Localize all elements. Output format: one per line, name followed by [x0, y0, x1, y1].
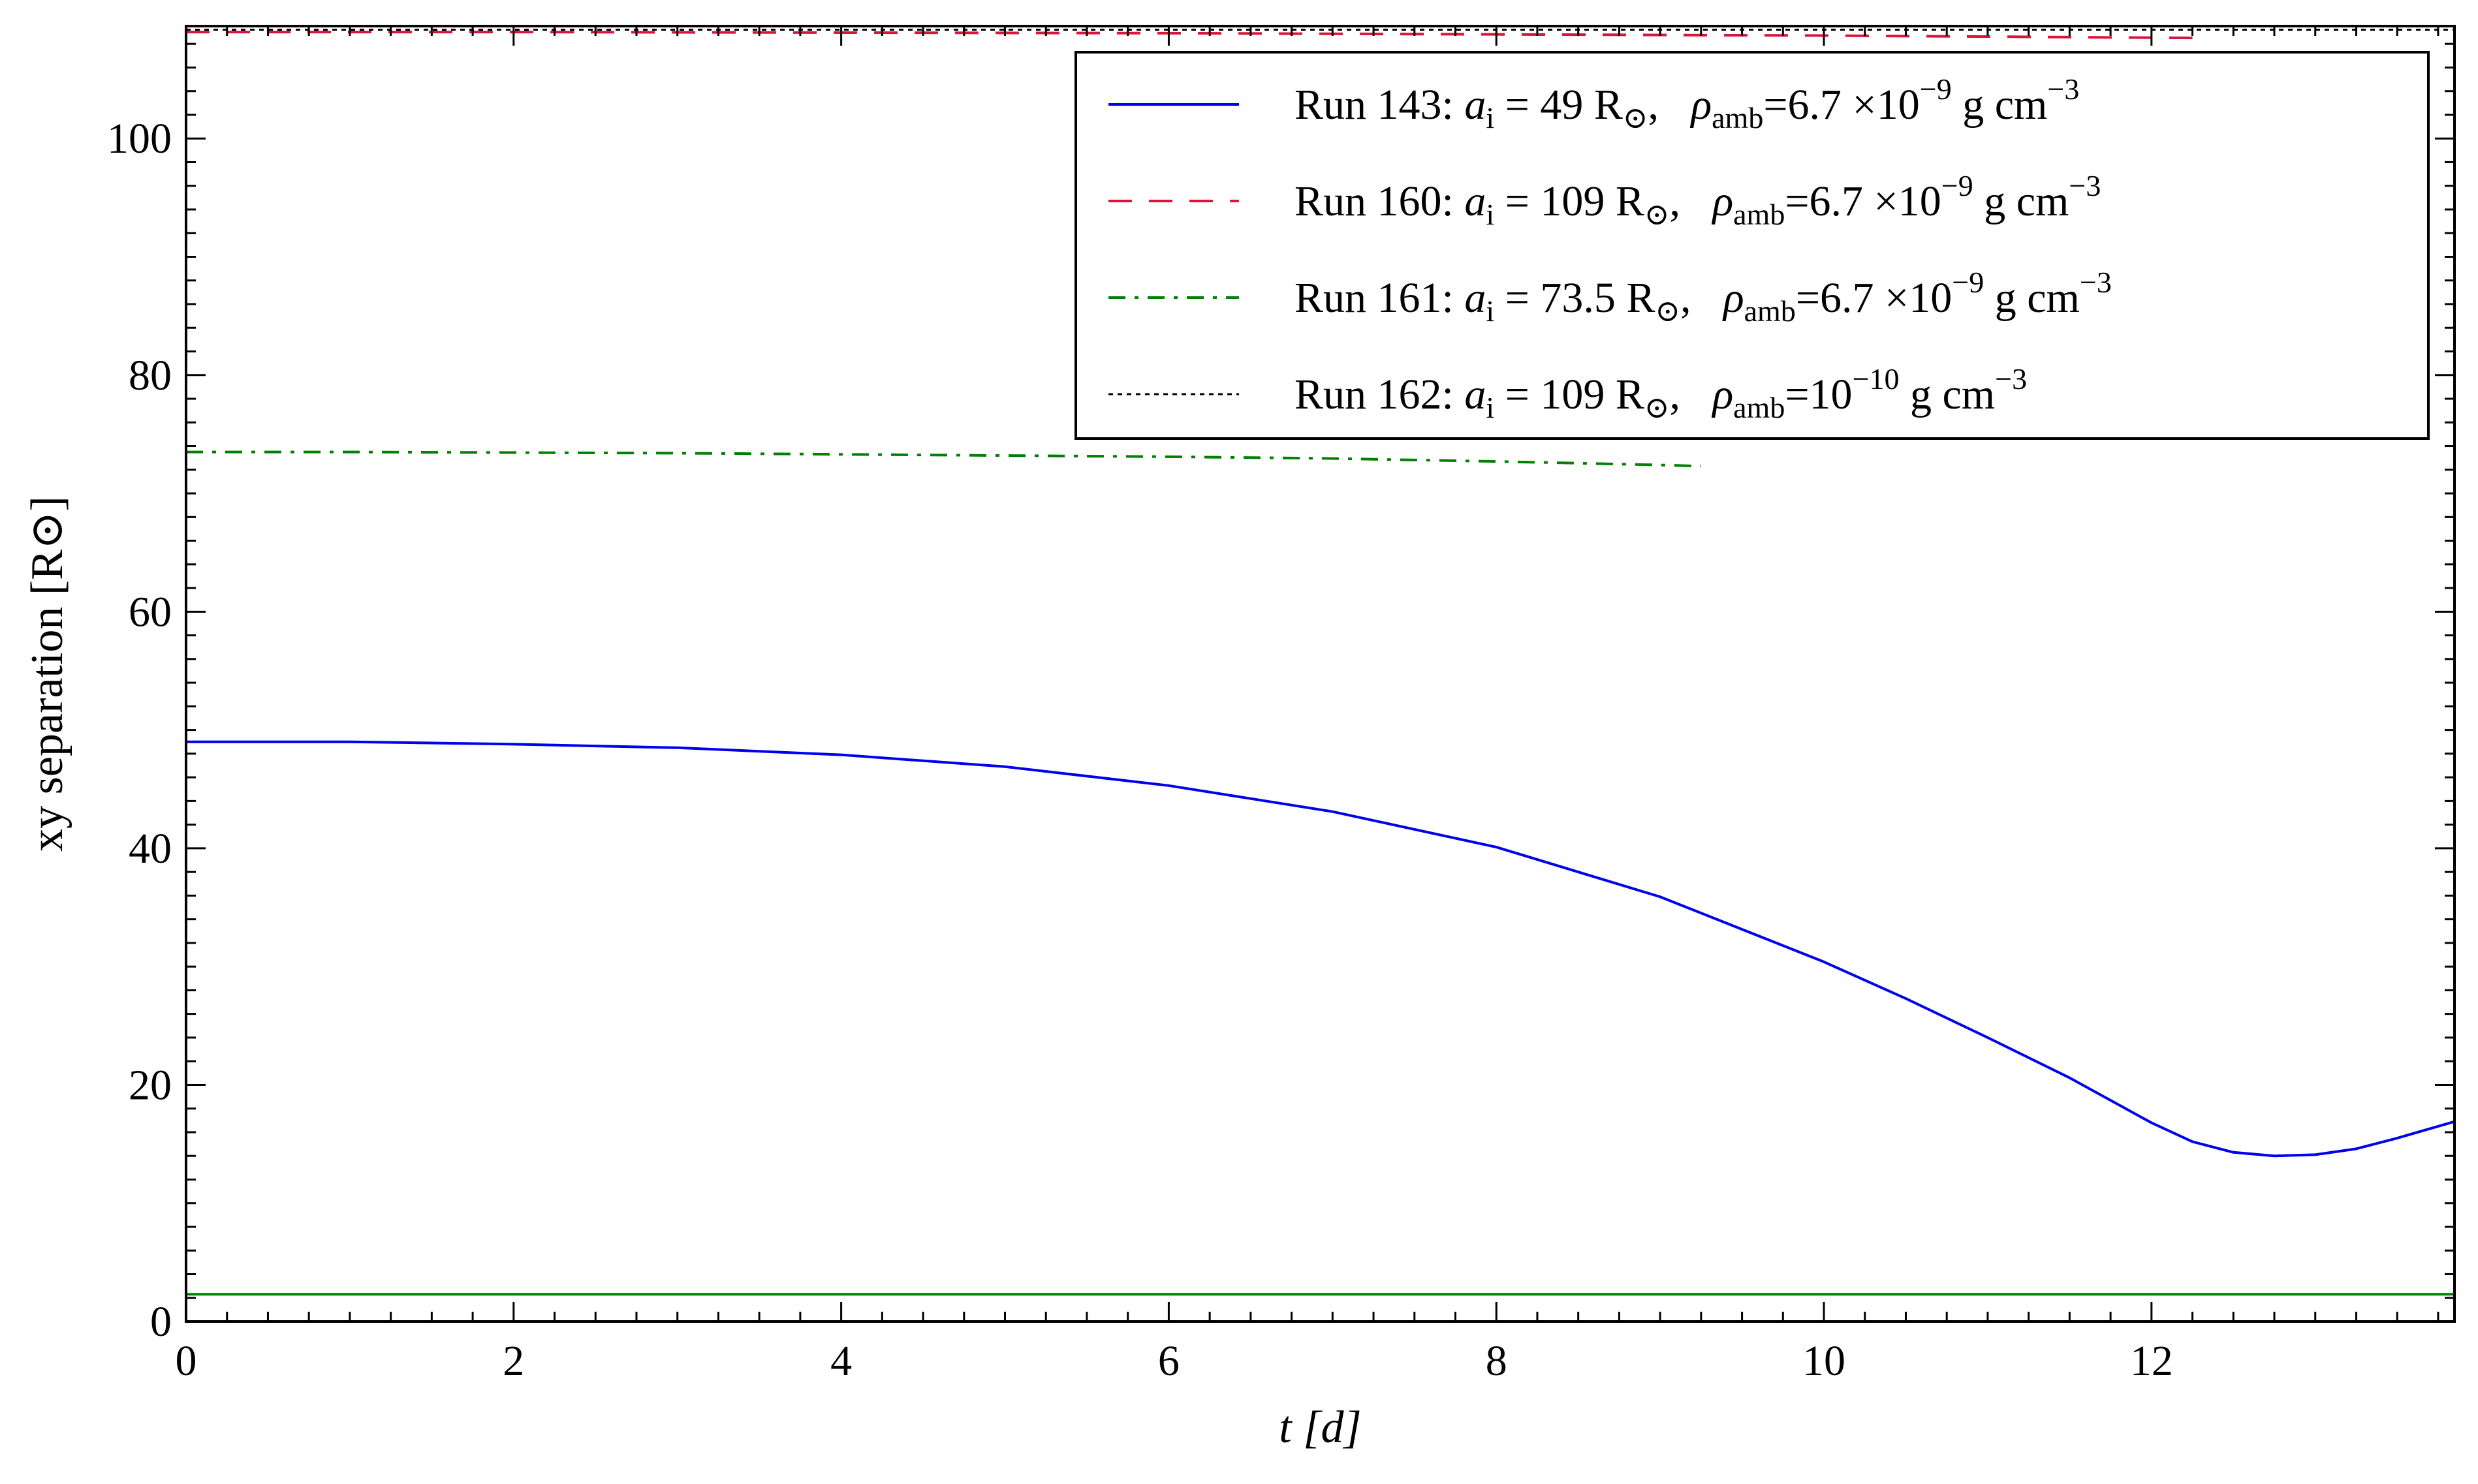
y-tick-label: 80 [129, 352, 172, 399]
legend-rho-exp: −9 [1941, 169, 1973, 202]
legend-a-value: = 73.5 R [1494, 274, 1655, 322]
legend-sep: , [1669, 178, 1712, 225]
legend-unit: g cm [1900, 371, 1996, 418]
x-tick-label: 10 [1802, 1337, 1845, 1385]
x-tick-label: 4 [830, 1337, 852, 1385]
legend-sun-sub: ⊙ [1644, 391, 1670, 424]
legend-a-value: = 109 R [1494, 371, 1644, 418]
legend-rho-exp: −9 [1952, 266, 1984, 299]
legend-box [1074, 51, 2430, 440]
legend-a-symbol: a [1464, 178, 1486, 225]
x-tick-label: 8 [1486, 1337, 1507, 1385]
legend-rho-symbol: ρ [1689, 81, 1712, 129]
legend-sun-sub: ⊙ [1655, 294, 1680, 328]
legend-rho-symbol: ρ [1722, 274, 1744, 322]
legend-rho-value: =6.7 ×10 [1763, 81, 1919, 129]
legend-unit: g cm [1973, 178, 2069, 225]
y-tick-label: 100 [107, 115, 172, 162]
axes-layer: 0 2 4 6 8 10 12 0 20 40 60 80 100 [107, 25, 2456, 1385]
legend-label-4: Run 162: ai = 109 R⊙, ρamb=10−10 g cm−3 [1294, 362, 2027, 424]
legend-sep: , [1669, 371, 1712, 418]
legend-unit-exp: −3 [2080, 266, 2112, 299]
legend-rho-sub: amb [1733, 391, 1785, 424]
x-tick-label: 6 [1158, 1337, 1180, 1385]
series-line-3 [186, 450, 1701, 468]
legend-unit-exp: −3 [2047, 72, 2079, 106]
legend-run: Run 143: [1294, 81, 1464, 129]
series-line-1 [186, 740, 2454, 1158]
legend-sep: , [1648, 81, 1691, 129]
legend-run: Run 160: [1294, 178, 1464, 225]
legend-a-value: = 49 R [1494, 81, 1623, 129]
legend-rho-value: =6.7 ×10 [1785, 178, 1941, 225]
x-tick-label: 12 [2130, 1337, 2173, 1385]
plot-frame [185, 25, 2456, 1323]
legend-rho-symbol: ρ [1711, 178, 1733, 225]
legend-rho-sub: amb [1733, 198, 1785, 231]
y-tick-label: 60 [129, 588, 172, 636]
legend-rho-sub: amb [1744, 294, 1796, 328]
legend-rho-exp: −9 [1920, 72, 1952, 106]
legend-run: Run 161: [1294, 274, 1464, 322]
legend-a-sub: i [1486, 391, 1494, 424]
legend-rho-value: =6.7 ×10 [1796, 274, 1952, 322]
legend-rho-exp: −10 [1853, 362, 1900, 395]
legend-label-3: Run 161: ai = 73.5 R⊙, ρamb=6.7 ×10−9 g … [1294, 266, 2112, 328]
legend: Run 143: ai = 49 R⊙, ρamb=6.7 ×10−9 g cm… [1074, 51, 2430, 440]
legend-unit: g cm [1952, 81, 2048, 129]
legend-sun-sub: ⊙ [1623, 101, 1648, 134]
x-tick-label: 0 [176, 1337, 197, 1385]
series-line-2 [186, 31, 2193, 40]
legend-rho-value: =10 [1785, 371, 1852, 418]
legend-a-value: = 109 R [1494, 178, 1644, 225]
legend-label-1: Run 143: ai = 49 R⊙, ρamb=6.7 ×10−9 g cm… [1294, 72, 2079, 134]
y-tick-label: 40 [129, 825, 172, 873]
legend-a-symbol: a [1464, 274, 1486, 322]
y-tick-label: 20 [129, 1061, 172, 1109]
x-tick-label: 2 [503, 1337, 524, 1385]
legend-rho-symbol: ρ [1711, 371, 1733, 418]
legend-a-sub: i [1486, 101, 1494, 134]
legend-a-symbol: a [1464, 81, 1486, 129]
legend-unit-exp: −3 [1995, 362, 2027, 395]
legend-a-sub: i [1486, 198, 1494, 231]
y-axis-label: xy separation [R⊙] [22, 496, 72, 852]
legend-sep: , [1680, 274, 1723, 322]
x-axis-label: t [d] [1279, 1402, 1361, 1453]
legend-sun-sub: ⊙ [1644, 198, 1670, 231]
y-tick-label: 0 [150, 1298, 172, 1346]
legend-a-symbol: a [1464, 371, 1486, 418]
legend-rho-sub: amb [1712, 101, 1763, 134]
legend-run: Run 162: [1294, 371, 1464, 418]
legend-a-sub: i [1486, 294, 1494, 328]
legend-unit: g cm [1984, 274, 2080, 322]
legend-label-2: Run 160: ai = 109 R⊙, ρamb=6.7 ×10−9 g c… [1294, 169, 2101, 231]
legend-unit-exp: −3 [2069, 169, 2101, 202]
